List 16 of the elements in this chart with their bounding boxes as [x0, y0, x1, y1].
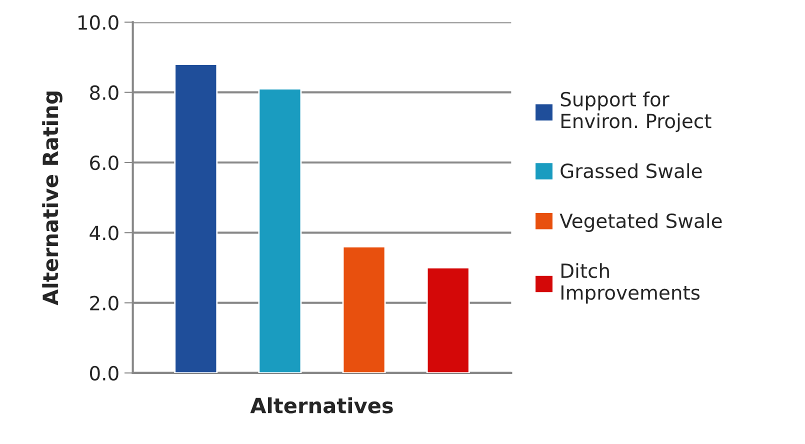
y-tick-label: 10.0 — [78, 15, 118, 30]
y-tick-label: 8.0 — [90, 85, 118, 100]
legend-label: Grassed Swale — [560, 163, 702, 178]
legend-label: Vegetated Swale — [560, 213, 722, 232]
bar — [174, 64, 218, 373]
legend-label: Support for Environ. Project — [560, 92, 712, 132]
y-tick-label: 4.0 — [90, 226, 118, 240]
y-tick-label: 2.0 — [90, 296, 118, 310]
bar — [426, 267, 470, 373]
legend-label: Ditch Improvements — [561, 263, 700, 304]
bar — [342, 246, 386, 373]
y-axis-title: Alternative Rating — [42, 92, 62, 306]
x-axis-title: Alternatives — [250, 397, 393, 414]
y-tick-label: 6.0 — [90, 155, 118, 170]
y-tick-label: 0.0 — [90, 366, 118, 381]
bar — [258, 88, 302, 373]
